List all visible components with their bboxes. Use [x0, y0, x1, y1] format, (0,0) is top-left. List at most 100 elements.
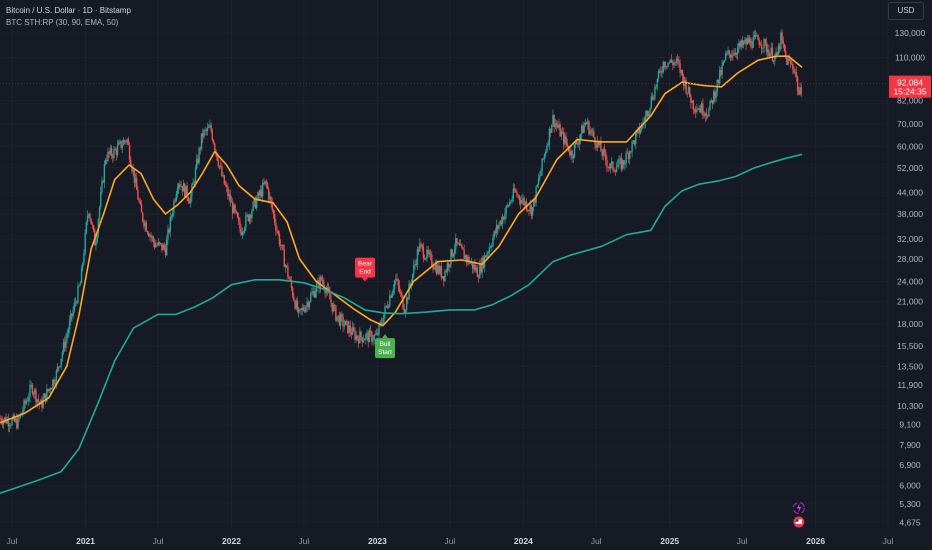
candle-body [564, 136, 566, 145]
candle-body [569, 151, 571, 155]
candle-body [570, 150, 572, 155]
candle-body [651, 96, 654, 100]
candle-body [507, 205, 510, 207]
candle-body [2, 420, 5, 425]
candle-body [417, 249, 420, 252]
indicator-legend[interactable]: BTC STH:RP (30, 90, EMA, 50) [6, 18, 119, 27]
candle-body [519, 200, 522, 204]
candle-body [179, 184, 181, 187]
candle-body [253, 198, 255, 203]
candle-body [110, 148, 113, 156]
candle-body [446, 263, 449, 272]
candle-body [125, 141, 127, 142]
candle-body [22, 410, 24, 414]
candle-body [481, 257, 483, 273]
candle-body [240, 228, 242, 236]
candle-body [750, 38, 752, 47]
candle-body [463, 249, 465, 259]
time-axis[interactable]: Jul 2021 Jul 2022 Jul 2023 Jul 2024 Jul 2025 Jul 20… [7, 536, 894, 546]
candle-body [118, 142, 120, 146]
candle-body [462, 247, 464, 250]
candle-body [288, 277, 290, 280]
candle-body [76, 302, 78, 304]
candle-body [745, 39, 747, 45]
candle-body [313, 291, 315, 298]
grid-lines [0, 0, 888, 528]
lightning-icon[interactable] [792, 501, 805, 515]
candle-body [665, 66, 667, 67]
candle-body [10, 425, 12, 426]
candle-body [336, 316, 338, 321]
candle-body [774, 55, 776, 61]
candle-body [116, 145, 119, 155]
candle-body [309, 294, 312, 302]
candle-body [25, 401, 28, 404]
candle-body [575, 141, 577, 145]
candle-body [293, 296, 295, 301]
bottom-icons[interactable] [792, 501, 805, 528]
x-tick-label: Jul [737, 536, 748, 546]
candle-body [225, 185, 228, 188]
candle-body [650, 96, 653, 108]
candle-body [513, 188, 516, 192]
y-tick-label: 52,000 [897, 163, 923, 173]
price-axis[interactable]: 130,000 110,000 82,000 70,000 60,000 52,000 44… [895, 28, 926, 527]
candle-body [95, 242, 97, 246]
candle-body [73, 302, 76, 310]
candle-body [272, 209, 275, 214]
candle-body [185, 185, 187, 197]
candle-body [444, 271, 446, 281]
candle-body [560, 131, 563, 137]
candle-body [729, 53, 732, 58]
candle-body [72, 309, 74, 317]
symbol-title[interactable]: Bitcoin / U.S. Dollar · 1D · Bitstamp [6, 6, 131, 15]
candle-body [249, 215, 252, 219]
candle-body [698, 108, 700, 110]
y-tick-label: 70,000 [897, 119, 923, 129]
candle-body [84, 232, 86, 254]
candle-body [778, 45, 781, 50]
candle-body [500, 220, 503, 225]
candle-body [154, 242, 156, 248]
candle-body [505, 205, 507, 214]
candle-body [193, 182, 196, 183]
candle-body [68, 320, 71, 331]
candle-body [206, 127, 209, 131]
candle-body [360, 331, 362, 338]
candle-body [356, 335, 359, 339]
candle-body [704, 113, 706, 117]
candle-body [42, 398, 44, 408]
candle-body [266, 183, 269, 189]
candle-body [521, 200, 523, 204]
candle-body [541, 158, 543, 171]
candle-body [582, 125, 584, 133]
y-tick-label: 11,900 [897, 380, 923, 390]
candle-body [260, 189, 263, 197]
candle-body [377, 333, 379, 335]
label-pointer [382, 334, 389, 339]
y-tick-label: 60,000 [897, 142, 923, 152]
candle-body [510, 201, 512, 203]
candle-body [102, 181, 104, 183]
candle-body [190, 196, 192, 204]
candle-body [390, 295, 392, 298]
candle-body [465, 255, 468, 262]
candle-body [35, 389, 37, 403]
candle-body [589, 130, 591, 135]
candle-body [477, 276, 480, 279]
candle-body [585, 122, 588, 125]
candle-body [783, 44, 786, 51]
candle-body [30, 384, 32, 386]
candle-body [92, 225, 95, 230]
candle-body [455, 238, 457, 250]
currency-button[interactable]: USD [888, 2, 924, 20]
candle-body [559, 124, 561, 137]
candle-body [130, 159, 132, 167]
candle-body [337, 315, 339, 317]
flag-event-icon[interactable] [793, 516, 805, 528]
candle-body [98, 207, 101, 220]
candle-body [236, 212, 239, 218]
